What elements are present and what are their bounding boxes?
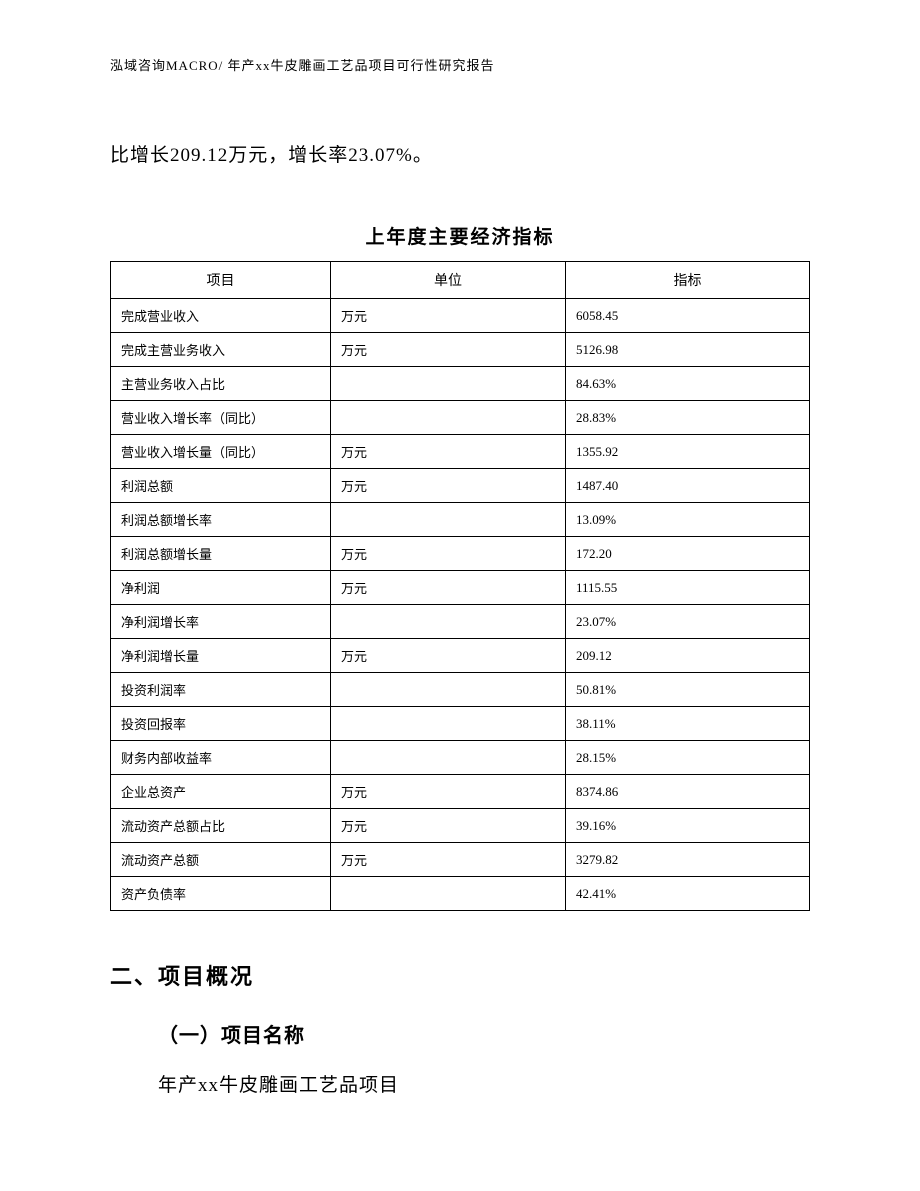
cell-unit: 万元 xyxy=(331,537,566,571)
column-header-project: 项目 xyxy=(111,262,331,299)
table-row: 财务内部收益率 28.15% xyxy=(111,741,810,775)
cell-project: 财务内部收益率 xyxy=(111,741,331,775)
cell-project: 利润总额增长率 xyxy=(111,503,331,537)
cell-unit xyxy=(331,503,566,537)
cell-project: 主营业务收入占比 xyxy=(111,367,331,401)
cell-value: 13.09% xyxy=(566,503,810,537)
cell-project: 利润总额 xyxy=(111,469,331,503)
table-row: 主营业务收入占比 84.63% xyxy=(111,367,810,401)
cell-unit xyxy=(331,673,566,707)
cell-unit: 万元 xyxy=(331,571,566,605)
intro-text-content: 比增长209.12万元，增长率23.07%。 xyxy=(110,145,433,166)
subsection-heading-text: （一）项目名称 xyxy=(158,1025,305,1047)
table-row: 完成主营业务收入 万元 5126.98 xyxy=(111,333,810,367)
column-header-value: 指标 xyxy=(566,262,810,299)
cell-project: 流动资产总额占比 xyxy=(111,809,331,843)
cell-value: 209.12 xyxy=(566,639,810,673)
page-header: 泓域咨询MACRO/ 年产xx牛皮雕画工艺品项目可行性研究报告 xyxy=(110,55,495,74)
table-row: 资产负债率 42.41% xyxy=(111,877,810,911)
table-title: 上年度主要经济指标 xyxy=(110,222,810,249)
intro-paragraph: 比增长209.12万元，增长率23.07%。 xyxy=(110,140,810,167)
cell-unit xyxy=(331,367,566,401)
cell-unit xyxy=(331,605,566,639)
cell-unit xyxy=(331,401,566,435)
cell-value: 1115.55 xyxy=(566,571,810,605)
table-row: 投资利润率 50.81% xyxy=(111,673,810,707)
header-text: 泓域咨询MACRO/ 年产xx牛皮雕画工艺品项目可行性研究报告 xyxy=(110,58,495,73)
subsection-heading: （一）项目名称 xyxy=(158,1019,810,1048)
cell-project: 完成营业收入 xyxy=(111,299,331,333)
cell-value: 8374.86 xyxy=(566,775,810,809)
cell-project: 投资回报率 xyxy=(111,707,331,741)
table-row: 企业总资产 万元 8374.86 xyxy=(111,775,810,809)
cell-project: 净利润增长率 xyxy=(111,605,331,639)
table-row: 投资回报率 38.11% xyxy=(111,707,810,741)
table-title-text: 上年度主要经济指标 xyxy=(365,227,554,248)
cell-value: 28.83% xyxy=(566,401,810,435)
table-row: 完成营业收入 万元 6058.45 xyxy=(111,299,810,333)
body-paragraph: 年产xx牛皮雕画工艺品项目 xyxy=(158,1070,810,1097)
cell-unit: 万元 xyxy=(331,299,566,333)
cell-value: 84.63% xyxy=(566,367,810,401)
table-row: 利润总额 万元 1487.40 xyxy=(111,469,810,503)
body-text-content: 年产xx牛皮雕画工艺品项目 xyxy=(158,1075,399,1096)
cell-unit: 万元 xyxy=(331,843,566,877)
cell-project: 营业收入增长率（同比） xyxy=(111,401,331,435)
cell-unit: 万元 xyxy=(331,435,566,469)
cell-value: 50.81% xyxy=(566,673,810,707)
cell-unit xyxy=(331,877,566,911)
table-row: 利润总额增长量 万元 172.20 xyxy=(111,537,810,571)
cell-project: 资产负债率 xyxy=(111,877,331,911)
table-row: 营业收入增长率（同比） 28.83% xyxy=(111,401,810,435)
cell-unit: 万元 xyxy=(331,809,566,843)
section-heading-text: 二、项目概况 xyxy=(110,964,254,989)
table-row: 利润总额增长率 13.09% xyxy=(111,503,810,537)
economic-indicators-table: 项目 单位 指标 完成营业收入 万元 6058.45 完成主营业务收入 万元 5… xyxy=(110,261,810,911)
section-heading: 二、项目概况 xyxy=(110,959,810,991)
table-row: 净利润增长率 23.07% xyxy=(111,605,810,639)
cell-unit: 万元 xyxy=(331,775,566,809)
cell-value: 28.15% xyxy=(566,741,810,775)
cell-unit: 万元 xyxy=(331,333,566,367)
cell-project: 利润总额增长量 xyxy=(111,537,331,571)
cell-value: 39.16% xyxy=(566,809,810,843)
cell-value: 6058.45 xyxy=(566,299,810,333)
table-body: 完成营业收入 万元 6058.45 完成主营业务收入 万元 5126.98 主营… xyxy=(111,299,810,911)
page-content: 比增长209.12万元，增长率23.07%。 上年度主要经济指标 项目 单位 指… xyxy=(110,140,810,1097)
table-row: 净利润增长量 万元 209.12 xyxy=(111,639,810,673)
cell-value: 38.11% xyxy=(566,707,810,741)
cell-value: 23.07% xyxy=(566,605,810,639)
cell-project: 完成主营业务收入 xyxy=(111,333,331,367)
cell-unit xyxy=(331,741,566,775)
cell-project: 净利润 xyxy=(111,571,331,605)
cell-value: 172.20 xyxy=(566,537,810,571)
table-row: 流动资产总额 万元 3279.82 xyxy=(111,843,810,877)
cell-value: 42.41% xyxy=(566,877,810,911)
cell-project: 企业总资产 xyxy=(111,775,331,809)
cell-project: 投资利润率 xyxy=(111,673,331,707)
cell-value: 5126.98 xyxy=(566,333,810,367)
table-row: 净利润 万元 1115.55 xyxy=(111,571,810,605)
cell-value: 3279.82 xyxy=(566,843,810,877)
table-row: 流动资产总额占比 万元 39.16% xyxy=(111,809,810,843)
cell-value: 1487.40 xyxy=(566,469,810,503)
cell-project: 净利润增长量 xyxy=(111,639,331,673)
table-header-row: 项目 单位 指标 xyxy=(111,262,810,299)
cell-unit: 万元 xyxy=(331,469,566,503)
cell-value: 1355.92 xyxy=(566,435,810,469)
cell-project: 营业收入增长量（同比） xyxy=(111,435,331,469)
cell-project: 流动资产总额 xyxy=(111,843,331,877)
cell-unit xyxy=(331,707,566,741)
cell-unit: 万元 xyxy=(331,639,566,673)
column-header-unit: 单位 xyxy=(331,262,566,299)
table-row: 营业收入增长量（同比） 万元 1355.92 xyxy=(111,435,810,469)
